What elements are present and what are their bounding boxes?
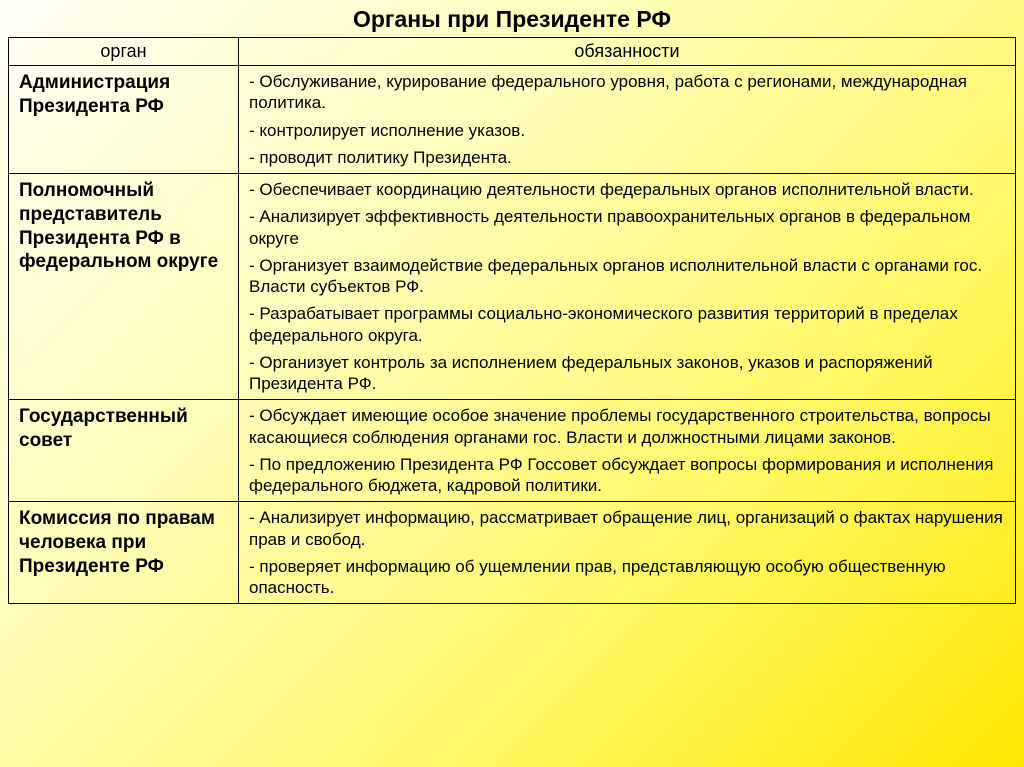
duty-item: - контролирует исполнение указов.	[249, 120, 1005, 141]
duties-cell: - Обсуждает имеющие особое значение проб…	[239, 400, 1016, 502]
duty-item: - проводит политику Президента.	[249, 147, 1005, 168]
duty-item: - Разрабатывает программы социально-экон…	[249, 303, 1005, 346]
duty-item: - Обсуждает имеющие особое значение проб…	[249, 405, 1005, 448]
table-row: Государственный совет - Обсуждает имеющи…	[9, 400, 1016, 502]
duties-cell: - Анализирует информацию, рассматривает …	[239, 502, 1016, 604]
duties-cell: - Обслуживание, курирование федерального…	[239, 66, 1016, 174]
organs-table: орган обязанности Администрация Президен…	[8, 37, 1016, 604]
duty-item: - Обеспечивает координацию деятельности …	[249, 179, 1005, 200]
header-organ: орган	[9, 38, 239, 66]
table-header-row: орган обязанности	[9, 38, 1016, 66]
duties-cell: - Обеспечивает координацию деятельности …	[239, 174, 1016, 400]
duty-item: - Анализирует информацию, рассматривает …	[249, 507, 1005, 550]
duty-item: - Обслуживание, курирование федерального…	[249, 71, 1005, 114]
organ-cell: Государственный совет	[9, 400, 239, 502]
header-duties: обязанности	[239, 38, 1016, 66]
duty-item: - По предложению Президента РФ Госсовет …	[249, 454, 1005, 497]
organ-cell: Полномочный представитель Президента РФ …	[9, 174, 239, 400]
organ-cell: Комиссия по правам человека при Президен…	[9, 502, 239, 604]
organ-cell: Администрация Президента РФ	[9, 66, 239, 174]
duty-item: - проверяет информацию об ущемлении прав…	[249, 556, 1005, 599]
table-row: Комиссия по правам человека при Президен…	[9, 502, 1016, 604]
table-row: Администрация Президента РФ - Обслуживан…	[9, 66, 1016, 174]
duty-item: - Организует взаимодействие федеральных …	[249, 255, 1005, 298]
duty-item: - Анализирует эффективность деятельности…	[249, 206, 1005, 249]
duty-item: - Организует контроль за исполнением фед…	[249, 352, 1005, 395]
table-row: Полномочный представитель Президента РФ …	[9, 174, 1016, 400]
page-title: Органы при Президенте РФ	[8, 6, 1016, 33]
